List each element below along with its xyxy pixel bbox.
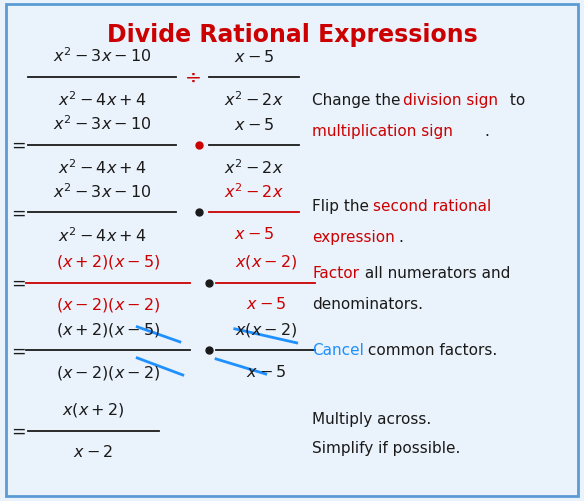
Text: =: = [11,342,26,360]
Text: $(x-2)(x-2)$: $(x-2)(x-2)$ [56,296,160,314]
Text: Factor: Factor [312,266,359,281]
Text: =: = [11,422,26,440]
Text: Change the: Change the [312,93,406,108]
Text: all numerators and: all numerators and [360,266,510,281]
Text: $x^2-2x$: $x^2-2x$ [224,90,284,109]
Text: =: = [11,274,26,292]
Text: =: = [11,204,26,222]
Text: $x-2$: $x-2$ [74,443,113,459]
Text: $x-5$: $x-5$ [234,49,274,65]
Text: $x^2-2x$: $x^2-2x$ [224,182,284,200]
Text: division sign: division sign [403,93,498,108]
Text: $(x+2)(x-5)$: $(x+2)(x-5)$ [56,253,160,271]
Text: $x^2-3x-10$: $x^2-3x-10$ [53,114,151,133]
Text: $(x+2)(x-5)$: $(x+2)(x-5)$ [56,320,160,338]
Text: $x^2-2x$: $x^2-2x$ [224,158,284,176]
Text: Flip the: Flip the [312,199,374,214]
Text: Simplify if possible.: Simplify if possible. [312,440,461,455]
Text: Divide Rational Expressions: Divide Rational Expressions [107,23,477,47]
Text: $x-5$: $x-5$ [234,225,274,241]
Text: $x^2-4x+4$: $x^2-4x+4$ [58,90,147,109]
Text: .: . [399,230,404,245]
Text: $x^2-4x+4$: $x^2-4x+4$ [58,225,147,244]
Text: $x^2-4x+4$: $x^2-4x+4$ [58,158,147,176]
Text: to: to [505,93,526,108]
Text: second rational: second rational [373,199,491,214]
Text: .: . [485,124,489,139]
Text: $x-5$: $x-5$ [245,363,286,379]
Text: $x(x+2)$: $x(x+2)$ [62,400,124,418]
Text: $x(x-2)$: $x(x-2)$ [235,320,297,338]
Text: $x^2-3x-10$: $x^2-3x-10$ [53,182,151,200]
Text: expression: expression [312,230,395,245]
Text: =: = [11,136,26,154]
Text: common factors.: common factors. [363,342,497,357]
Text: $x-5$: $x-5$ [245,296,286,312]
Text: $(x-2)(x-2)$: $(x-2)(x-2)$ [56,363,160,381]
Text: $x^2-3x-10$: $x^2-3x-10$ [53,47,151,65]
Text: $x(x-2)$: $x(x-2)$ [235,253,297,271]
Text: $\div$: $\div$ [185,69,201,86]
Text: denominators.: denominators. [312,297,423,312]
Text: multiplication sign: multiplication sign [312,124,453,139]
Text: Cancel: Cancel [312,342,364,357]
Text: $x-5$: $x-5$ [234,117,274,133]
Text: Multiply across.: Multiply across. [312,411,432,426]
